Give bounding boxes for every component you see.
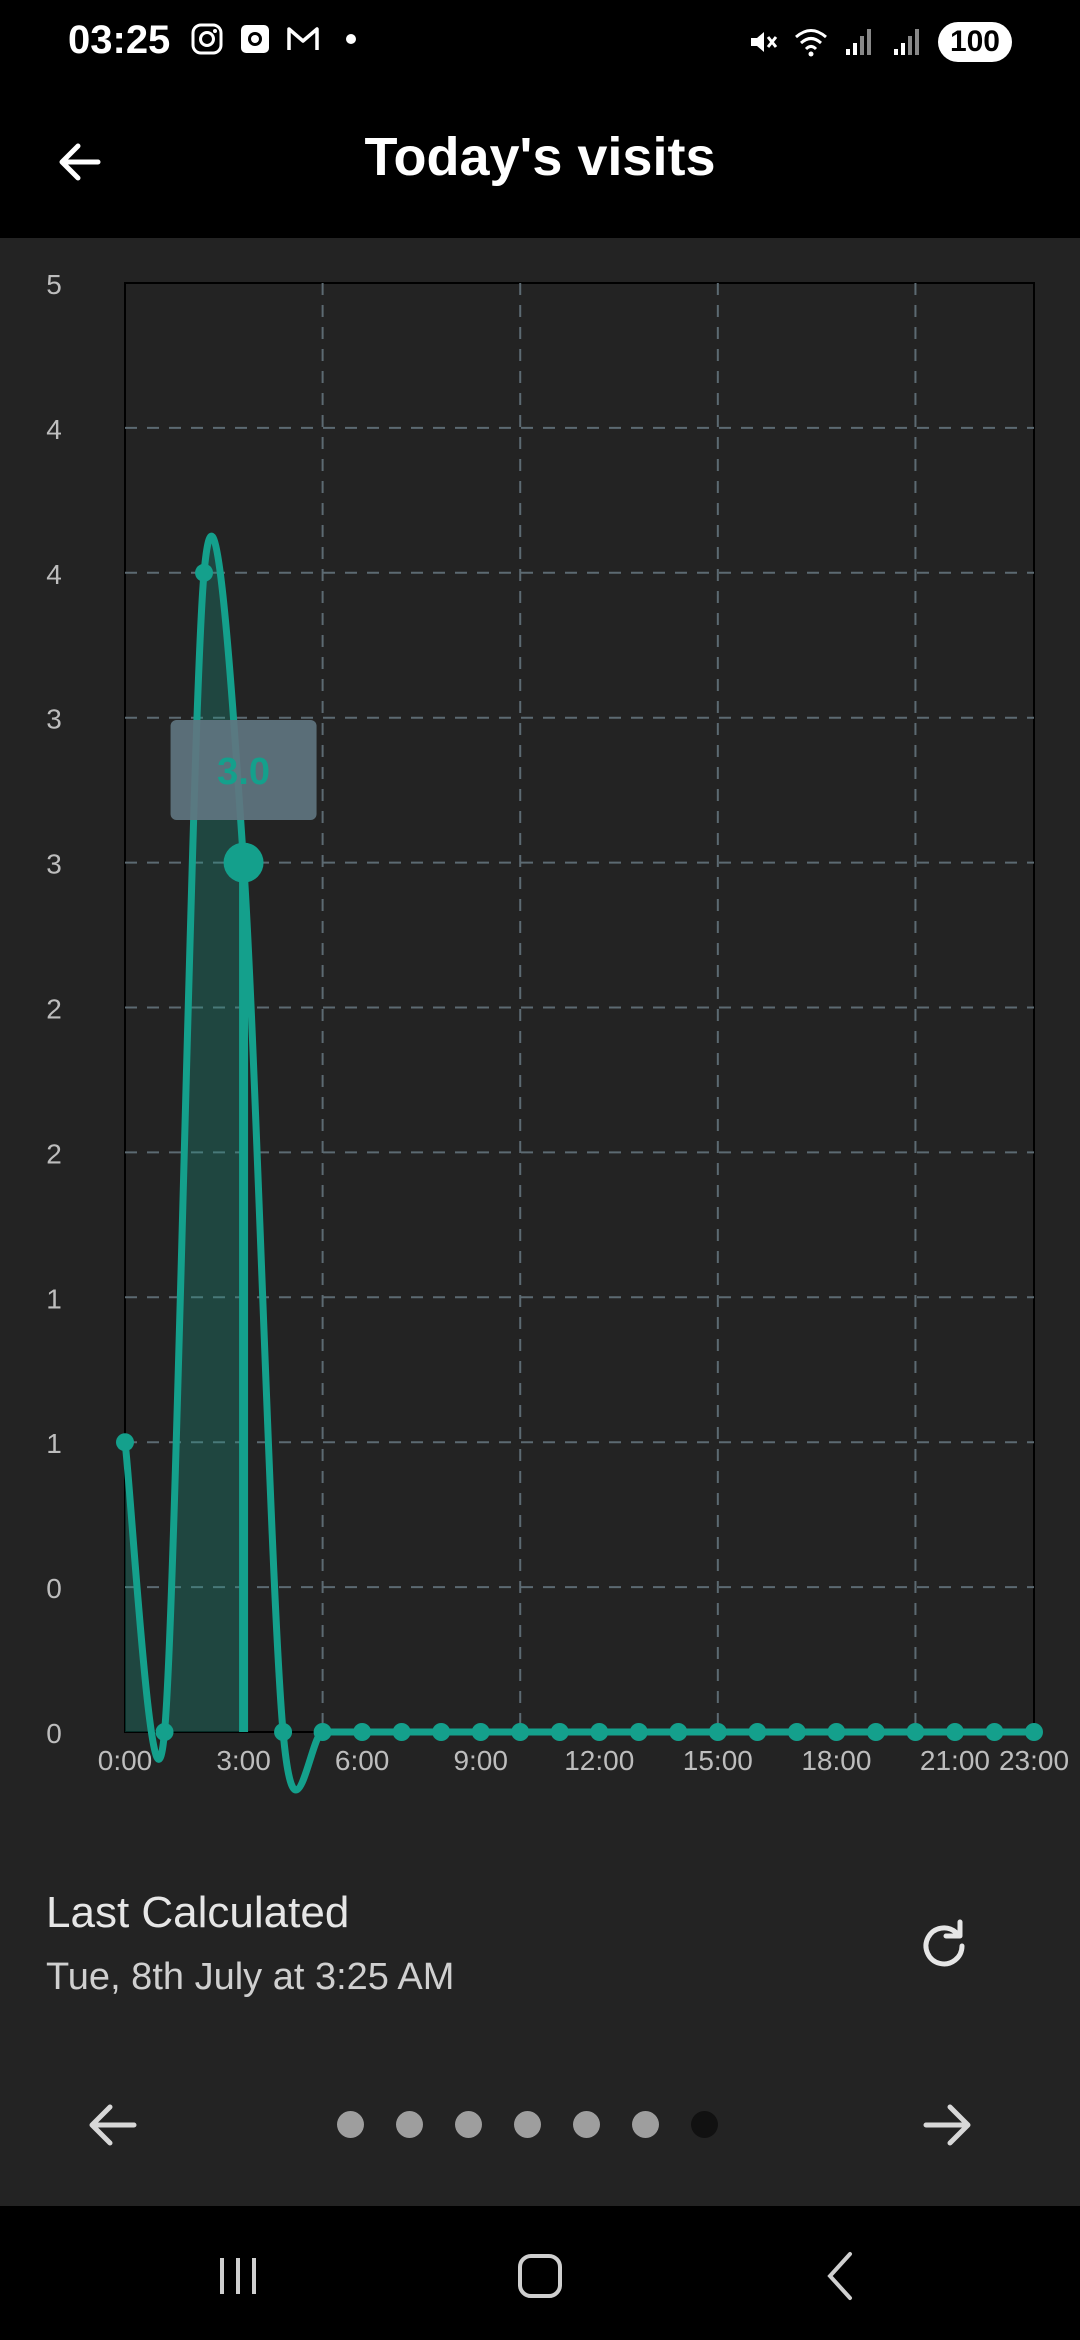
y-tick-label: 2 [46, 1138, 62, 1169]
data-point[interactable] [274, 1723, 293, 1741]
recent-apps-button[interactable] [188, 2236, 288, 2316]
y-tick-label: 1 [46, 1283, 62, 1314]
tooltip-box [170, 720, 317, 820]
data-point[interactable] [787, 1723, 806, 1741]
data-point[interactable] [511, 1723, 530, 1741]
previous-page-button[interactable] [72, 2090, 152, 2160]
x-tick-label: 0:00 [98, 1745, 153, 1776]
y-tick-label: 4 [46, 414, 62, 445]
system-nav-bar [0, 2206, 1080, 2340]
y-tick-label: 4 [46, 559, 62, 590]
chevron-left-icon [827, 2252, 852, 2300]
data-point[interactable] [313, 1723, 332, 1741]
data-point[interactable] [708, 1723, 727, 1741]
page-dot[interactable] [573, 2111, 600, 2138]
arrow-left-icon [89, 2104, 137, 2146]
data-point[interactable] [392, 1723, 411, 1741]
y-tick-label: 5 [46, 269, 62, 300]
y-tick-label: 0 [46, 1573, 62, 1604]
page-dot[interactable] [514, 2111, 541, 2138]
screenshot-icon [241, 25, 269, 53]
notification-dot-icon [346, 34, 356, 44]
home-icon [518, 2254, 562, 2298]
y-tick-label: 3 [46, 849, 62, 880]
page-indicator [337, 2111, 718, 2138]
app-bar: Today's visits [0, 86, 1080, 238]
back-arrow-icon [59, 143, 101, 181]
selected-data-point[interactable] [223, 842, 264, 883]
pager [0, 2090, 1080, 2160]
data-point[interactable] [353, 1723, 372, 1741]
last-calculated-label: Last Calculated [46, 1888, 350, 1937]
data-point[interactable] [550, 1723, 569, 1741]
page-dot[interactable] [691, 2111, 718, 2138]
last-calculated-date: Tue, 8th July at 3:25 AM [46, 1956, 455, 1998]
data-point[interactable] [155, 1723, 174, 1741]
x-tick-label: 18:00 [801, 1745, 871, 1776]
back-button[interactable] [40, 122, 120, 202]
next-page-button[interactable] [908, 2090, 988, 2160]
x-tick-label: 23:00 [999, 1745, 1069, 1776]
recent-apps-icon [220, 2258, 256, 2294]
status-time: 03:25 [68, 18, 171, 62]
signal-icon [845, 29, 871, 55]
data-point[interactable] [866, 1723, 885, 1741]
page-title: Today's visits [364, 127, 716, 187]
visits-chart[interactable]: 5 4 4 3 3 2 2 1 1 0 0 0:00 3:00 6:00 9:00 12:00 15:00 18:… [0, 238, 1080, 1818]
data-point[interactable] [116, 1433, 134, 1452]
page-dot[interactable] [455, 2111, 482, 2138]
x-tick-label: 15:00 [683, 1745, 753, 1776]
data-point[interactable] [590, 1723, 609, 1741]
tooltip-value: 3.0 [217, 751, 270, 793]
gmail-icon [287, 27, 319, 50]
page-dot[interactable] [337, 2111, 364, 2138]
series-area [125, 536, 244, 1732]
y-tick-label: 2 [46, 994, 62, 1025]
y-tick-label: 3 [46, 704, 62, 735]
x-tick-label: 6:00 [335, 1745, 390, 1776]
data-point[interactable] [432, 1723, 451, 1741]
x-tick-label: 9:00 [453, 1745, 508, 1776]
battery-indicator: 100 [937, 22, 1012, 62]
instagram-icon [191, 23, 223, 55]
chart-canvas[interactable]: 5 4 4 3 3 2 2 1 1 0 0 0:00 3:00 6:00 9:00 12:00 15:00 18:… [0, 238, 1080, 1818]
home-button[interactable] [490, 2236, 590, 2316]
arrow-right-icon [923, 2104, 971, 2146]
page-dot[interactable] [396, 2111, 423, 2138]
status-bar: 03:25 [0, 0, 1080, 86]
data-point[interactable] [906, 1723, 925, 1741]
y-tick-label: 0 [46, 1718, 62, 1749]
page-dot[interactable] [632, 2111, 659, 2138]
wifi-icon [794, 29, 827, 57]
system-back-button[interactable] [792, 2236, 892, 2316]
data-point[interactable] [629, 1723, 648, 1741]
mute-icon [750, 32, 778, 52]
data-point[interactable] [1025, 1723, 1043, 1741]
data-point[interactable] [669, 1723, 688, 1741]
data-point[interactable] [985, 1723, 1004, 1741]
x-tick-label: 3:00 [216, 1745, 271, 1776]
data-point[interactable] [195, 563, 214, 582]
data-point[interactable] [471, 1723, 490, 1741]
data-point[interactable] [945, 1723, 964, 1741]
y-tick-label: 1 [46, 1428, 62, 1459]
data-point[interactable] [748, 1723, 767, 1741]
refresh-icon [923, 1919, 965, 1967]
x-tick-label: 12:00 [564, 1745, 634, 1776]
refresh-button[interactable] [904, 1906, 984, 1986]
signal-icon [893, 29, 919, 55]
data-point[interactable] [827, 1723, 846, 1741]
x-tick-label: 21:00 [920, 1745, 990, 1776]
